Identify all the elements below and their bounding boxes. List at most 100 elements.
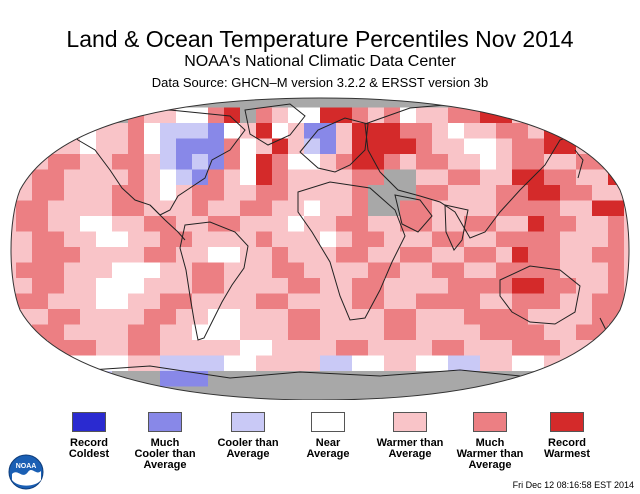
percentile-cell [608,355,625,372]
percentile-cell [496,169,513,186]
percentile-cell [368,123,385,139]
percentile-cell [464,216,481,232]
south-america-outline [179,221,249,341]
percentile-cell [128,386,145,400]
percentile-cell [208,169,225,186]
percentile-cell [272,185,289,201]
percentile-cell [80,324,97,341]
percentile-cell [160,231,177,248]
percentile-cell [384,309,401,325]
percentile-cell [496,231,513,248]
percentile-cell [320,247,337,263]
legend-swatch-record-warmest [550,412,584,432]
percentile-cell [448,309,465,325]
percentile-cell [320,324,337,341]
percentile-cell [496,138,513,155]
percentile-cell [368,324,385,341]
percentile-cell [208,278,225,294]
percentile-cell [128,324,145,341]
percentile-cell [528,293,545,310]
percentile-cell [144,278,161,294]
percentile-cell [512,154,529,170]
percentile-cell [304,216,321,232]
percentile-cell [512,185,529,201]
percentile-cell [512,107,529,124]
percentile-cell [64,247,81,263]
percentile-cell [32,138,49,155]
percentile-cell [368,98,385,108]
percentile-cell [64,216,81,232]
percentile-cell [608,185,625,201]
percentile-cell [224,309,241,325]
percentile-cell [432,169,449,186]
percentile-cell [192,293,209,310]
percentile-cell [336,386,353,400]
legend-item-record-coldest: Record Coldest [49,412,129,460]
percentile-cell [192,309,209,325]
percentile-cell [480,185,497,201]
percentile-cell [496,324,513,341]
percentile-cell [496,278,513,294]
percentile-cell [480,386,497,400]
percentile-cell [96,293,113,310]
percentile-cell [544,98,561,108]
percentile-cell [48,371,65,387]
percentile-cell [336,216,353,232]
percentile-cell [624,309,629,325]
percentile-cell [576,386,593,400]
percentile-cell [592,247,609,263]
percentile-cell [592,293,609,310]
percentile-cell [512,247,529,263]
percentile-cell [528,340,545,356]
percentile-cell [256,309,273,325]
percentile-cell [304,262,321,279]
percentile-cell [464,231,481,248]
percentile-cell [592,340,609,356]
percentile-cell [624,169,629,186]
percentile-cell [80,355,97,372]
percentile-cell [48,278,65,294]
percentile-cell [224,169,241,186]
percentile-cell [576,293,593,310]
percentile-cell [416,355,433,372]
japan-outline [574,149,584,179]
percentile-cell [560,324,577,341]
percentile-cell [384,169,401,186]
percentile-cell [240,154,257,170]
arabia-outline [394,194,433,233]
percentile-cell [48,123,65,139]
percentile-cell [128,355,145,372]
percentile-cell [192,231,209,248]
percentile-cell [80,371,97,387]
percentile-cell [192,200,209,217]
percentile-cell [224,340,241,356]
percentile-cell [64,154,81,170]
svg-text:NOAA: NOAA [16,463,37,470]
percentile-cell [64,278,81,294]
percentile-cell [608,154,625,170]
percentile-cell [576,138,593,155]
percentile-cell [352,123,369,139]
percentile-cell [544,185,561,201]
percentile-cell [352,185,369,201]
percentile-cell [560,262,577,279]
percentile-cell [384,138,401,155]
percentile-cell [64,355,81,372]
percentile-cell [32,123,49,139]
percentile-cell [416,262,433,279]
percentile-cell [240,107,257,124]
percentile-cell [288,154,305,170]
percentile-cell [288,324,305,341]
percentile-cell [192,371,209,387]
percentile-cell [352,293,369,310]
percentile-cell [48,247,65,263]
percentile-cell [576,107,593,124]
percentile-cell [11,98,17,108]
percentile-cell [416,107,433,124]
percentile-cell [448,371,465,387]
percentile-cell [512,138,529,155]
percentile-cell [608,371,625,387]
percentile-cell [144,340,161,356]
percentile-cell [432,247,449,263]
percentile-cell [464,371,481,387]
